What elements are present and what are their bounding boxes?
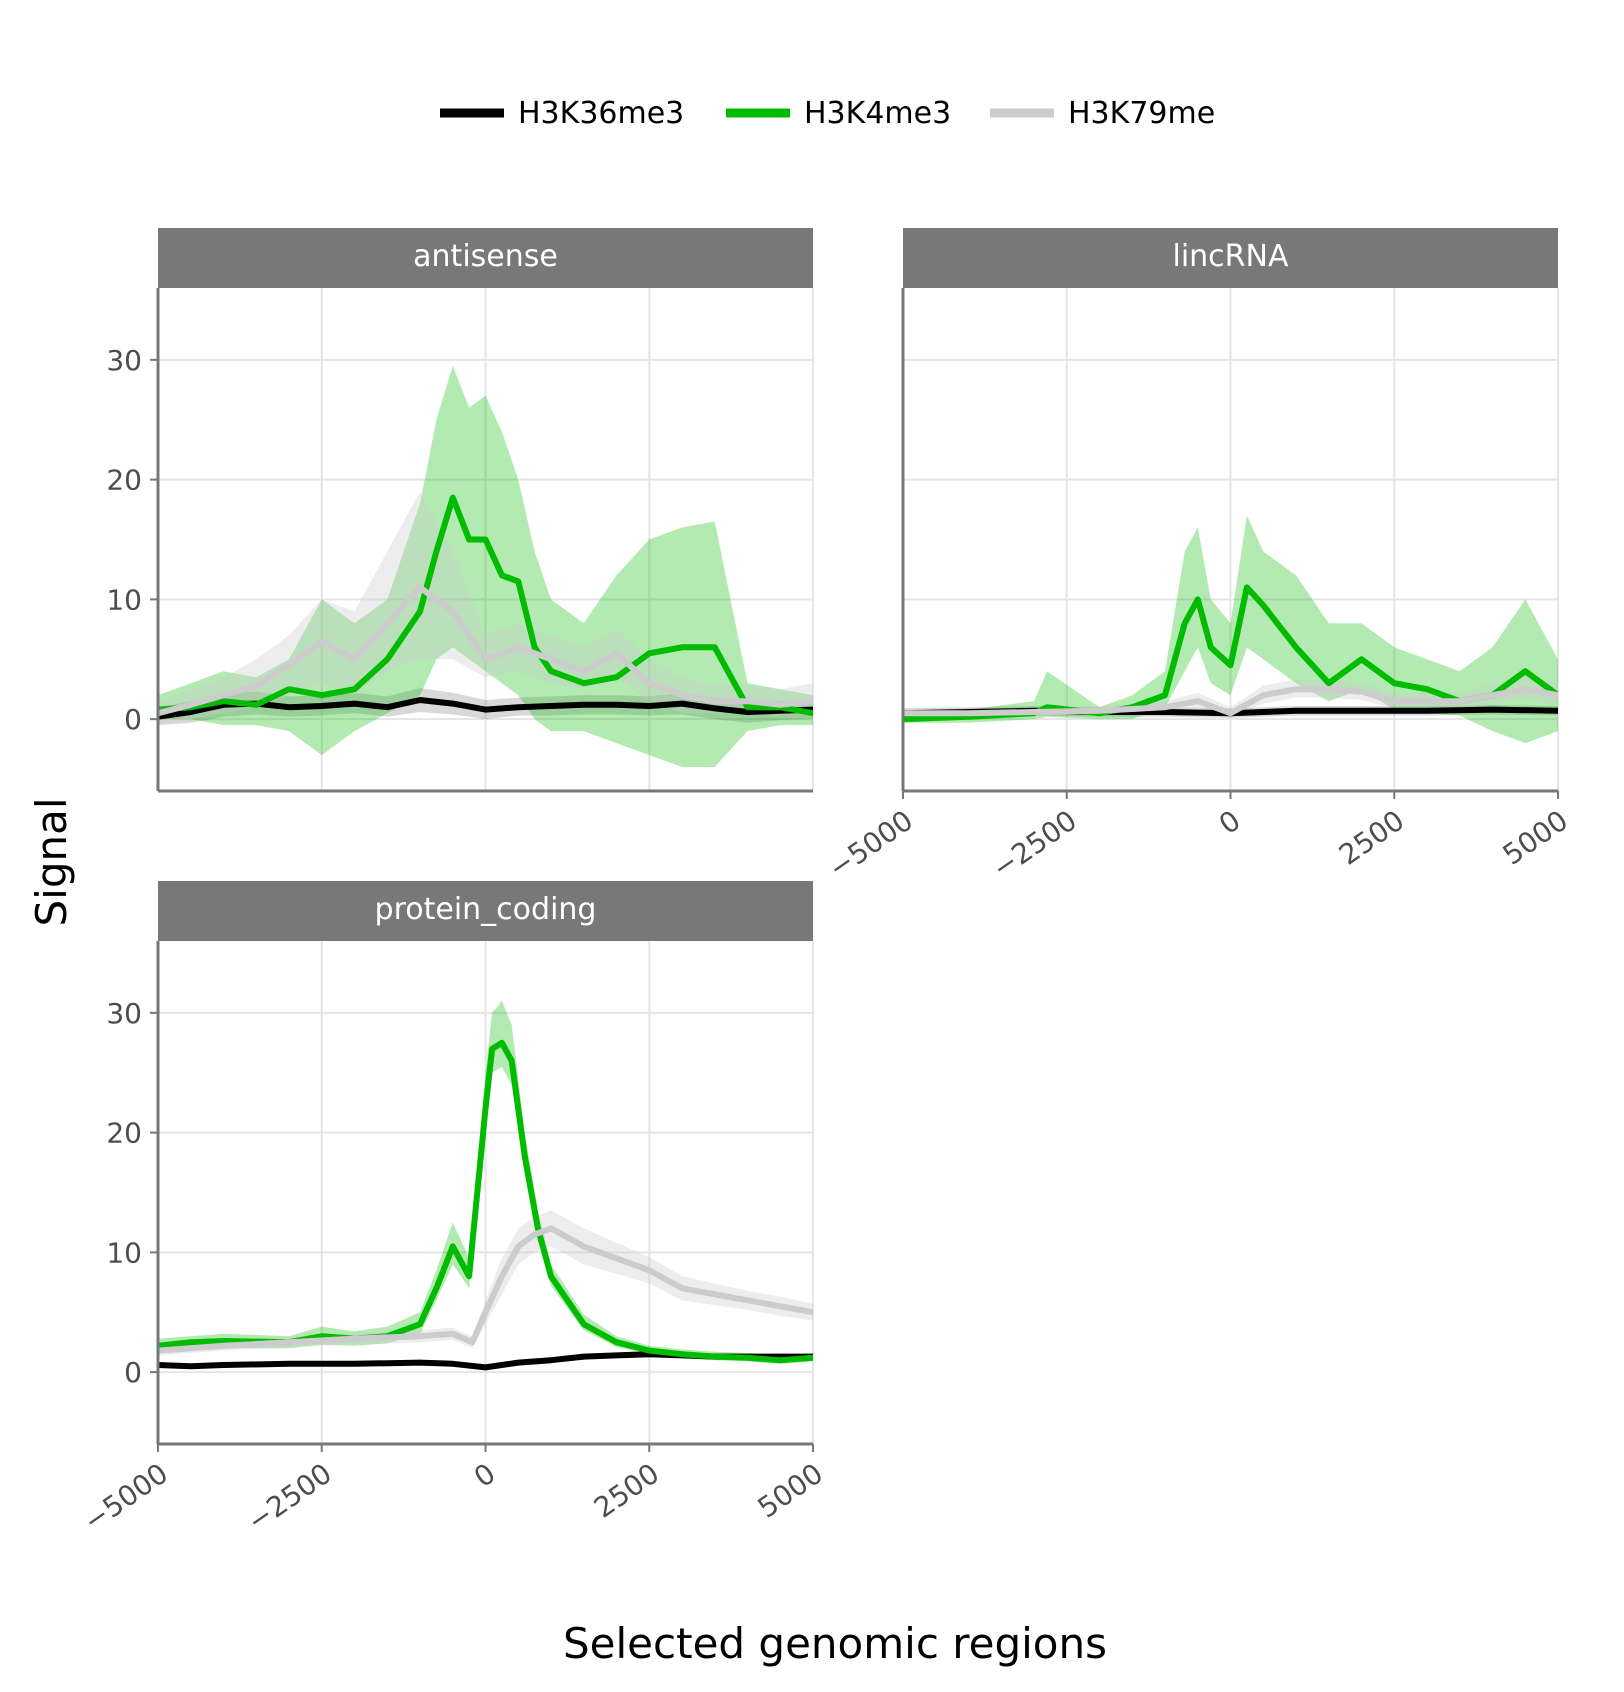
legend-label-h3k4me3: H3K4me3: [804, 96, 951, 131]
panel-strip: [158, 881, 813, 941]
y-tick-label: 20: [106, 1117, 142, 1150]
y-tick-label: 10: [106, 583, 142, 616]
y-tick-label: 30: [106, 997, 142, 1030]
x-tick-label: −5000: [77, 1457, 174, 1538]
legend: H3K36me3 H3K4me3 H3K79me: [440, 96, 1215, 131]
series-line-h3k79me: [903, 686, 1558, 717]
x-tick-label: 2500: [588, 1457, 665, 1525]
y-tick-label: 20: [106, 464, 142, 497]
x-axis-title: Selected genomic regions: [563, 1619, 1107, 1668]
plot-area: [903, 515, 1558, 744]
panel-title: lincRNA: [1173, 239, 1289, 274]
series-line-h3k79me: [158, 1225, 813, 1354]
y-axis-title: Signal: [27, 797, 76, 926]
panel-strip: [158, 228, 813, 288]
plot-area: [158, 1000, 813, 1371]
x-tick-label: 5000: [752, 1457, 829, 1525]
panel-title: antisense: [413, 239, 558, 274]
x-tick-label: 0: [468, 1457, 502, 1494]
panel-protein-coding: protein_coding 0 10 20 30 −5000 −2500 0 2500 5000: [77, 881, 829, 1538]
x-tick-label: −2500: [241, 1457, 338, 1538]
series-line-h3k79me: [158, 584, 813, 717]
x-tick-label: −2500: [986, 804, 1083, 885]
y-tick-label: 0: [124, 1356, 142, 1389]
series-line-h3k4me3: [158, 1039, 813, 1364]
ribbon-h3k4me3: [158, 365, 813, 767]
x-tick-label: −5000: [822, 804, 919, 885]
legend-label-h3k79me: H3K79me: [1068, 96, 1215, 131]
legend-label-h3k36me3: H3K36me3: [518, 96, 684, 131]
panel-title: protein_coding: [375, 892, 597, 927]
x-tick-label: 0: [1213, 804, 1247, 841]
series-line-h3k4me3: [158, 494, 813, 717]
ribbon-h3k79me: [158, 491, 813, 726]
ribbon-h3k79me: [158, 1210, 813, 1356]
ribbon-h3k4me3: [158, 1000, 813, 1364]
x-tick-label: 2500: [1333, 804, 1410, 872]
y-tick-label: 30: [106, 344, 142, 377]
panel-strip: [903, 228, 1558, 288]
y-tick-label: 0: [124, 703, 142, 736]
y-tick-label: 10: [106, 1236, 142, 1269]
plot-area: [158, 365, 813, 767]
x-tick-label: 5000: [1497, 804, 1574, 872]
panel-antisense: antisense 0 10 20 30: [106, 228, 814, 793]
series-line-h3k36me3: [158, 697, 813, 720]
panel-lincRNA: lincRNA −5000 −2500 0 2500 5000: [822, 228, 1574, 885]
